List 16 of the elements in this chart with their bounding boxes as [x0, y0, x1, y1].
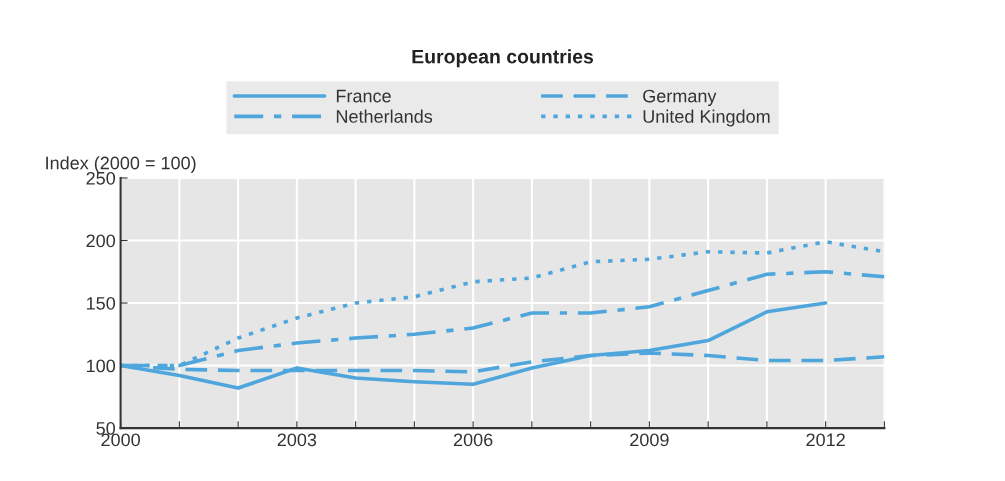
legend-label: Germany: [643, 89, 717, 106]
x-tick-label: 2000: [101, 433, 140, 447]
x-tick-label: 2009: [630, 433, 669, 447]
legend-label: Netherlands: [336, 109, 433, 123]
chart-title: European countries: [412, 49, 594, 68]
y-tick-label: 200: [86, 234, 116, 248]
x-tick-label: 2006: [453, 433, 493, 447]
x-tick-label: 2003: [277, 433, 317, 447]
legend-label: United Kingdom: [643, 109, 770, 127]
x-tick-label: 2012: [806, 433, 845, 447]
y-tick-label: 250: [86, 171, 116, 185]
legend-label: France: [336, 89, 391, 103]
y-tick-label: 150: [86, 296, 116, 310]
y-tick-label: 50: [96, 422, 116, 435]
y-axis-title: Index (2000 = 100): [46, 156, 196, 173]
y-tick-label: 100: [86, 359, 116, 373]
